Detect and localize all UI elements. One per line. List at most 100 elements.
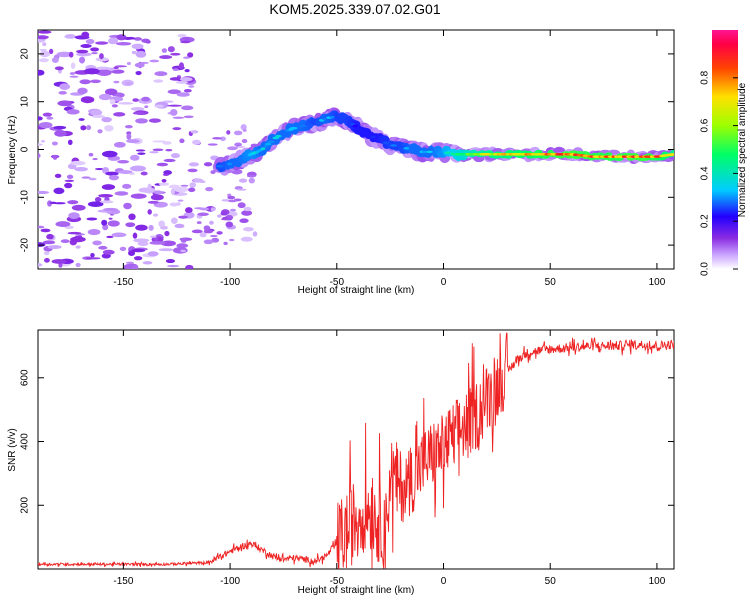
spectrogram-noise-blob xyxy=(56,51,73,58)
spectrogram-noise-blob xyxy=(57,100,73,107)
spectrogram-noise-blob xyxy=(160,240,177,247)
spectrogram-noise-blob xyxy=(51,141,58,146)
spectrogram-noise-blob xyxy=(149,59,160,63)
spectrogram-noise-blob xyxy=(135,224,148,231)
spectrogram-noise-blob xyxy=(167,104,183,107)
spectrogram-noise-blob xyxy=(169,202,179,207)
spectrogram-noise-blob xyxy=(111,69,125,74)
spectrogram-noise-blob xyxy=(209,234,218,238)
spectrogram-noise-blob xyxy=(227,146,238,151)
spectrogram-noise-blob xyxy=(176,92,190,97)
spectrogram-noise-blob xyxy=(101,150,118,158)
spectrogram-ridge-core xyxy=(215,164,224,168)
spectrogram-noise-blob xyxy=(70,62,76,69)
spectrogram-noise-blob xyxy=(133,238,150,243)
spectrogram-x-tick-label: 0 xyxy=(441,277,447,288)
spectrogram-noise-blob xyxy=(174,223,185,229)
spectrogram-ridge-core xyxy=(444,151,451,155)
spectrogram-noise-blob xyxy=(141,96,151,102)
spectrogram-ridge-core xyxy=(322,117,327,121)
spectrogram-noise-blob xyxy=(98,93,112,101)
spectrogram-noise-blob xyxy=(222,216,229,220)
spectrogram-noise-blob xyxy=(223,241,228,246)
spectrogram-noise-blob xyxy=(38,143,43,146)
spectrogram-noise-blob xyxy=(181,105,194,111)
spectrogram-noise-blob xyxy=(238,178,248,183)
spectrogram-noise-blob xyxy=(152,148,164,152)
spectrogram-noise-blob xyxy=(177,199,184,202)
spectrogram-noise-blob xyxy=(55,221,71,227)
spectrogram-noise-blob xyxy=(179,77,193,82)
spectrogram-noise-blob xyxy=(86,125,92,131)
spectrogram-noise-blob xyxy=(101,219,108,226)
spectrogram-noise-blob xyxy=(192,139,201,145)
spectrogram-noise-blob xyxy=(170,52,181,56)
spectrogram-y-tick-label: -20 xyxy=(20,237,31,252)
spectrogram-ridge-core xyxy=(305,123,313,126)
spectrogram-noise-blob xyxy=(107,220,120,227)
spectrogram-noise-blob xyxy=(98,193,114,198)
spectrogram-noise-blob xyxy=(38,242,46,248)
spectrogram-noise-blob xyxy=(167,46,175,53)
spectrogram-noise-blob xyxy=(159,55,173,60)
spectrogram-noise-blob xyxy=(241,210,253,216)
spectrogram-ridge-core xyxy=(403,147,410,150)
spectrogram-noise-blob xyxy=(165,259,176,264)
spectrogram-noise-blob xyxy=(125,222,136,228)
spectrogram-noise-blob xyxy=(92,157,98,161)
spectrogram-noise-blob xyxy=(189,182,197,188)
spectrogram-noise-blob xyxy=(67,200,79,205)
spectrogram-noise-blob xyxy=(144,105,149,109)
spectrogram-noise-blob xyxy=(233,130,243,136)
spectrogram-y-tick-label: -10 xyxy=(20,190,31,205)
spectrogram-noise-blob xyxy=(119,246,127,251)
spectrogram-noise-blob xyxy=(154,104,165,108)
spectrogram-noise-blob xyxy=(176,243,189,249)
spectrogram-noise-blob xyxy=(81,176,91,179)
spectrogram-noise-blob xyxy=(128,250,136,256)
spectrogram-noise-blob xyxy=(135,149,146,152)
colorbar: 0.0 0.2 0.4 0.6 0.8 Normalized spectral ampl… xyxy=(700,30,748,276)
colorbar-ticks: 0.0 0.2 0.4 0.6 0.8 xyxy=(700,70,738,276)
spectrogram-noise-blob xyxy=(77,87,88,95)
spectrogram-noise-blob xyxy=(252,231,258,237)
spectrogram-noise-blob xyxy=(128,213,136,221)
spectrogram-noise-blob xyxy=(203,162,213,167)
spectrogram-noise-blob xyxy=(203,239,214,245)
spectrogram-noise-blob xyxy=(94,197,102,202)
spectrogram-noise-blob xyxy=(105,171,119,176)
spectrogram-noise-blob xyxy=(51,259,67,264)
spectrogram-noise-blob xyxy=(42,112,53,117)
spectrogram-noise-blob xyxy=(152,140,167,143)
spectrogram-y-axis: -20 -10 0 10 20 xyxy=(20,48,674,252)
spectrogram-noise-blob xyxy=(227,199,237,203)
spectrogram-noise-blob xyxy=(39,50,51,58)
spectrogram-noise-blob xyxy=(54,66,64,71)
spectrogram-noise-blob xyxy=(133,256,143,261)
spectrogram-noise-blob xyxy=(145,40,151,44)
spectrogram-noise-blob xyxy=(170,217,178,225)
spectrogram-noise-blob xyxy=(71,204,86,211)
spectrogram-noise-blob xyxy=(44,257,50,263)
snr-x-tick-label: -150 xyxy=(113,576,133,587)
spectrogram-noise-blob xyxy=(117,160,130,164)
spectrogram-noise-blob xyxy=(99,53,104,60)
spectrogram-noise-blob xyxy=(74,166,88,172)
spectrogram-noise-blob xyxy=(149,235,157,238)
spectrogram-noise-blob xyxy=(66,174,74,180)
spectrogram-noise-blob xyxy=(66,109,80,115)
spectrogram-noise-blob xyxy=(153,190,163,195)
snr-x-tick-label: 0 xyxy=(441,576,447,587)
spectrogram-ridge-core xyxy=(289,126,298,130)
spectrogram-noise-blob xyxy=(114,191,129,196)
spectrogram-noise-blob xyxy=(40,139,46,143)
spectrogram-noise-blob xyxy=(108,217,113,220)
spectrogram-noise-blob xyxy=(163,158,176,163)
spectrogram-noise-blob xyxy=(228,238,235,242)
spectrogram-noise-blob xyxy=(161,179,167,183)
spectrogram-noise-blob xyxy=(47,200,52,207)
spectrogram-noise-blob xyxy=(111,104,118,108)
spectrogram-noise-blob xyxy=(130,165,146,172)
snr-y-tick-label: 600 xyxy=(20,369,31,386)
spectrogram-noise-blob xyxy=(76,49,89,54)
